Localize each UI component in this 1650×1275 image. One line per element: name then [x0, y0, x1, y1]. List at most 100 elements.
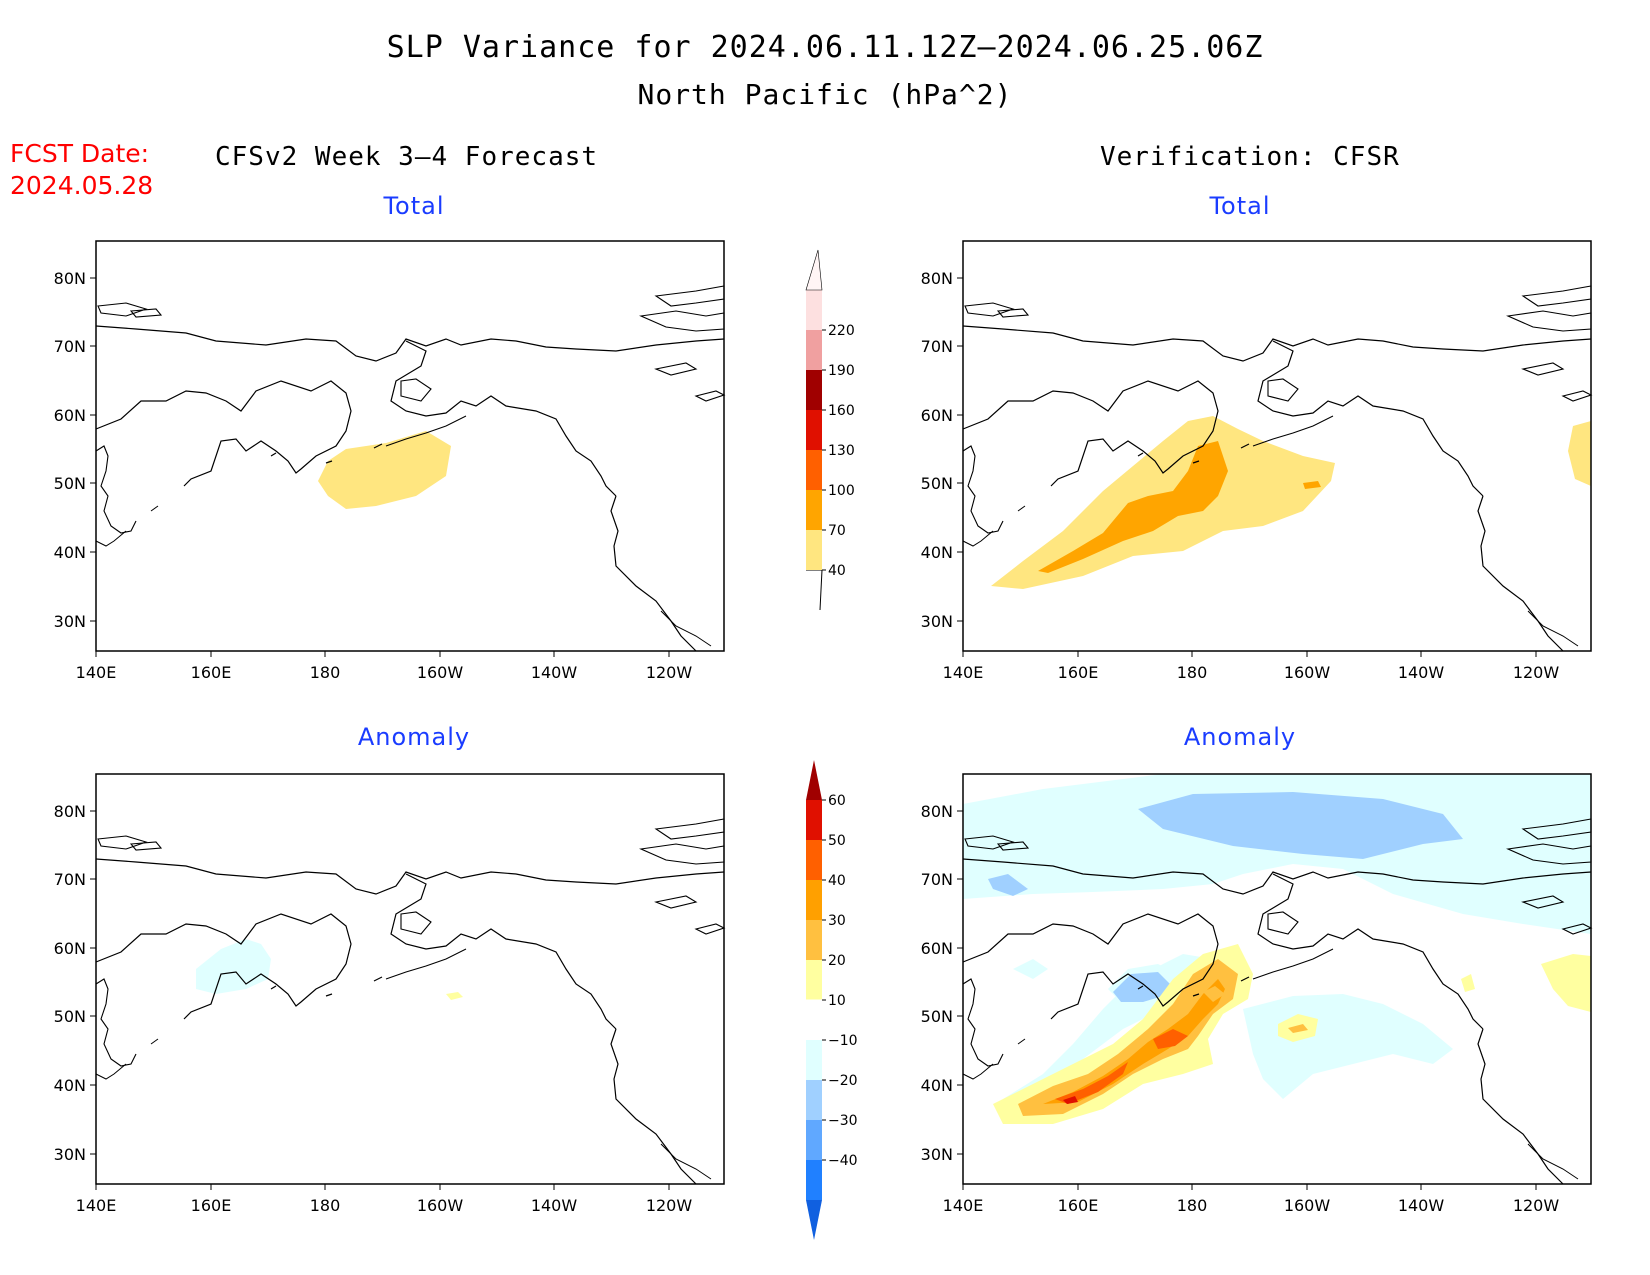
colorbar-level-label: 160 [828, 403, 855, 419]
lon-tick-label: 160W [417, 1196, 464, 1215]
colorbar-swatch [806, 450, 822, 490]
colorbar-level-label: −10 [828, 1033, 858, 1049]
lon-tick-label: 140W [531, 663, 578, 682]
lon-tick-label: 120W [1513, 663, 1560, 682]
lon-tick-label: 180 [1177, 1196, 1208, 1215]
lon-tick-label: 120W [646, 1196, 693, 1215]
map-panel-forecast-total [95, 240, 725, 652]
column-title-forecast: CFSv2 Week 3–4 Forecast [215, 142, 599, 172]
colorbar-level-label: 190 [828, 363, 855, 379]
contour-total-70-small [1303, 481, 1321, 489]
lon-tick-label: 140E [76, 1196, 117, 1215]
lat-tick-label: 40N [54, 1076, 86, 1095]
colorbar-level-label: 20 [828, 953, 846, 969]
colorbar-swatch [806, 290, 822, 330]
lat-tick-label: 50N [921, 1007, 953, 1026]
lon-tick-label: 160E [191, 663, 232, 682]
lat-tick-label: 50N [921, 474, 953, 493]
colorbar-total: 40 70 100 130 160 190 220 [805, 249, 855, 611]
lat-tick-label: 40N [921, 543, 953, 562]
contour-anomaly-40-mid [1153, 1029, 1188, 1049]
figure-title: SLP Variance for 2024.06.11.12Z–2024.06.… [386, 30, 1264, 65]
lat-tick-label: 80N [921, 269, 953, 288]
colorbar-tip [806, 760, 822, 800]
contour-total-40-east [1568, 421, 1591, 486]
contour-anomaly-20-central [1288, 1024, 1308, 1033]
lon-tick-label: 140E [943, 663, 984, 682]
lat-tick-label: 80N [54, 802, 86, 821]
colorbar-swatch [806, 370, 822, 410]
lat-tick-label: 70N [921, 870, 953, 889]
panel-title-verification-total: Total [1209, 192, 1271, 220]
colorbar-swatch [806, 880, 822, 920]
contour-anomaly-10-east [1541, 954, 1591, 1012]
lon-tick-label: 160W [1284, 1196, 1331, 1215]
lat-tick-label: 40N [54, 543, 86, 562]
colorbar-level-label: 30 [828, 913, 846, 929]
lat-tick-label: 60N [54, 406, 86, 425]
colorbar-level-label: 60 [828, 793, 846, 809]
colorbar-swatch [806, 960, 822, 1000]
lat-tick-label: 30N [921, 612, 953, 631]
lon-tick-label: 180 [310, 663, 341, 682]
colorbar-level-label: −30 [828, 1113, 858, 1129]
lon-tick-label: 160W [417, 663, 464, 682]
contour-total-40 [318, 431, 451, 509]
lon-tick-label: 180 [310, 1196, 341, 1215]
lat-tick-label: 70N [921, 337, 953, 356]
colorbar-swatch [806, 410, 822, 450]
contour-anomaly-neg10-east [1243, 994, 1453, 1099]
panel-frame [95, 240, 725, 652]
colorbar-level-label: 70 [828, 523, 846, 539]
panel-title-forecast-anomaly: Anomaly [357, 723, 471, 751]
colorbar-level-label: 50 [828, 833, 846, 849]
lat-tick-label: 80N [54, 269, 86, 288]
colorbar-swatch [806, 530, 822, 570]
lon-tick-label: 140E [76, 663, 117, 682]
lon-tick-label: 120W [646, 663, 693, 682]
colorbar-swatch [806, 840, 822, 880]
panel-frame [962, 773, 1592, 1185]
contour-anomaly-50 [1063, 1096, 1078, 1104]
lat-tick-label: 70N [54, 337, 86, 356]
lon-tick-label: 160E [1058, 663, 1099, 682]
contour-anomaly-neg10-west [1013, 959, 1048, 979]
colorbar-swatch [806, 1120, 822, 1160]
map-panel-verification-total [962, 240, 1592, 652]
contour-anomaly-neg20-west [988, 874, 1028, 896]
lon-tick-label: 160W [1284, 663, 1331, 682]
colorbar-level-label: 220 [828, 323, 855, 339]
contour-anomaly-40 [1055, 1062, 1128, 1104]
colorbar-level-label: −20 [828, 1073, 858, 1089]
lat-tick-label: 60N [921, 939, 953, 958]
lon-tick-label: 120W [1513, 1196, 1560, 1215]
lat-tick-label: 30N [54, 1145, 86, 1164]
colorbar-swatch [806, 920, 822, 960]
contour-anomaly-40-north [1203, 986, 1225, 1002]
lat-tick-label: 50N [54, 474, 86, 493]
colorbar-tail [806, 569, 823, 611]
lon-tick-label: 160E [191, 1196, 232, 1215]
lon-tick-label: 140W [1398, 1196, 1445, 1215]
column-title-verification: Verification: CFSR [1100, 142, 1400, 172]
map-panel-verification-anomaly [962, 773, 1592, 1185]
colorbar-level-label: −40 [828, 1153, 858, 1169]
contour-total-70 [1038, 441, 1228, 573]
figure-subtitle: North Pacific (hPa^2) [637, 78, 1013, 111]
colorbar-level-label: 40 [828, 873, 846, 889]
colorbar-level-label: 100 [828, 483, 855, 499]
lat-tick-label: 60N [921, 406, 953, 425]
fcst-date-value: 2024.05.28 [10, 171, 154, 200]
lon-tick-label: 180 [1177, 663, 1208, 682]
map-panel-forecast-anomaly [95, 773, 725, 1185]
lat-tick-label: 30N [54, 612, 86, 631]
lat-tick-label: 30N [921, 1145, 953, 1164]
lat-tick-label: 50N [54, 1007, 86, 1026]
lon-tick-label: 140E [943, 1196, 984, 1215]
contour-anomaly-20 [1018, 959, 1238, 1116]
colorbar-tip [805, 249, 823, 291]
lon-tick-label: 140W [531, 1196, 578, 1215]
contour-anomaly-10-coast [1461, 974, 1475, 992]
contour-anomaly-10 [446, 992, 463, 1000]
lat-tick-label: 40N [921, 1076, 953, 1095]
